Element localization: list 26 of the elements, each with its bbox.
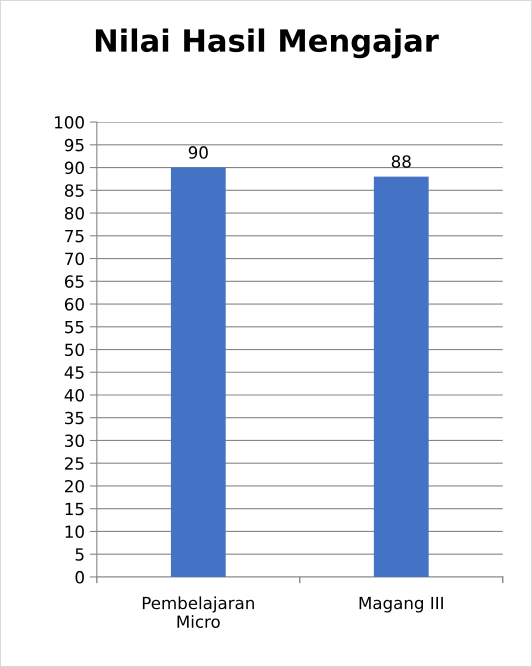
- x-tick-label: Pembelajaran Micro: [142, 596, 254, 628]
- y-tick-label: 80: [64, 207, 84, 220]
- chart-title: Nilai Hasil Mengajar: [96, 28, 439, 58]
- y-tick-label: 45: [64, 366, 84, 379]
- y-tick-label: 50: [65, 343, 84, 356]
- y-tick-label: 40: [64, 388, 84, 402]
- y-tick-label: 0: [76, 570, 84, 584]
- data-label: 90: [188, 146, 208, 159]
- y-tick-label: 10: [66, 525, 84, 538]
- y-tick-label: 5: [76, 548, 84, 561]
- x-tick-label: Magang III: [360, 596, 443, 613]
- data-label: 88: [392, 155, 411, 168]
- y-tick-label: 60: [64, 298, 84, 311]
- y-tick-label: 35: [65, 412, 84, 424]
- y-tick-label: 70: [65, 252, 84, 266]
- y-tick-label: 20: [65, 480, 84, 493]
- y-tick-label: 100: [55, 116, 84, 129]
- y-tick-label: 95: [64, 138, 84, 152]
- y-tick-label: 15: [66, 502, 84, 516]
- y-tick-label: 75: [65, 230, 84, 242]
- y-tick-label: 30: [65, 434, 84, 448]
- y-tick-label: 55: [65, 320, 84, 334]
- y-tick-label: 25: [65, 457, 84, 470]
- y-tick-label: 65: [64, 275, 84, 288]
- y-tick-label: 85: [64, 184, 84, 197]
- y-tick-label: 90: [64, 162, 84, 174]
